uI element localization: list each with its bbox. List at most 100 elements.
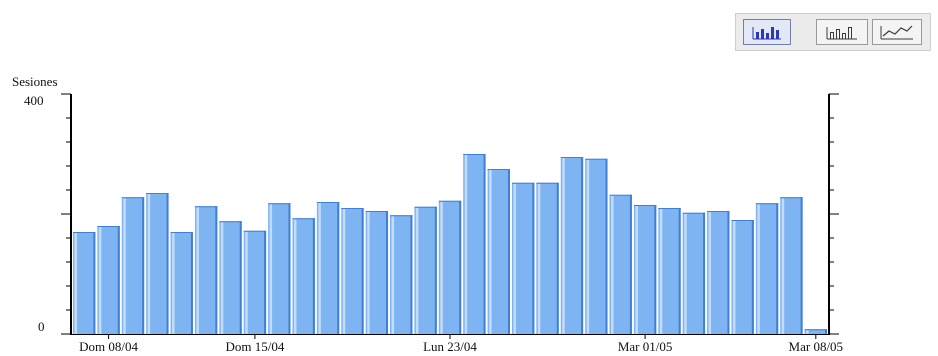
bar xyxy=(316,202,340,334)
bar-body xyxy=(487,169,510,334)
bar xyxy=(463,154,486,334)
bar-highlight xyxy=(806,330,809,334)
y-tick-label-min: 0 xyxy=(38,319,45,334)
bar-body xyxy=(755,203,779,334)
chart-axes xyxy=(61,93,839,335)
bar-edge xyxy=(727,211,730,334)
bar-series xyxy=(73,154,827,334)
bar xyxy=(365,211,389,334)
bar xyxy=(243,230,267,334)
bar-highlight xyxy=(489,170,492,334)
bar-highlight xyxy=(781,198,785,334)
bar-edge xyxy=(117,226,120,334)
bar-highlight xyxy=(196,207,199,334)
bar-highlight xyxy=(659,209,663,334)
bar-edge xyxy=(532,182,535,334)
bar-edge xyxy=(678,208,681,334)
bar-body xyxy=(316,202,340,334)
bar-body xyxy=(170,232,193,334)
bar xyxy=(438,200,462,334)
bar-chart-outline-button[interactable] xyxy=(816,19,868,45)
line-chart-button[interactable] xyxy=(872,19,922,45)
bar-highlight xyxy=(147,194,151,334)
bar-body xyxy=(146,193,169,334)
bar xyxy=(731,220,754,334)
bar-highlight xyxy=(611,195,614,334)
bar xyxy=(707,211,730,334)
bar-highlight xyxy=(74,233,77,334)
bar-edge xyxy=(776,203,779,334)
bar-body xyxy=(682,212,706,334)
bar-highlight xyxy=(635,206,638,334)
bar-edge xyxy=(312,218,315,334)
bar-body xyxy=(268,203,291,334)
bar-chart-outline-icon xyxy=(826,27,857,40)
bar-body xyxy=(292,218,315,334)
bar-edge xyxy=(337,202,340,334)
y-tick-label-max: 400 xyxy=(24,93,44,108)
bar xyxy=(170,232,193,334)
bar-edge xyxy=(654,205,657,334)
bar-highlight xyxy=(732,221,736,334)
bar xyxy=(268,203,291,334)
bar-body xyxy=(365,211,389,334)
bar-body xyxy=(658,208,681,334)
bar-body xyxy=(804,329,827,334)
bar-edge xyxy=(215,206,218,334)
bar-edge xyxy=(288,203,291,334)
bar xyxy=(341,208,364,334)
bar xyxy=(658,208,681,334)
bar-edge xyxy=(751,220,754,334)
bar-body xyxy=(219,221,242,334)
bar-highlight xyxy=(98,227,102,334)
bar xyxy=(633,205,657,334)
bar-highlight xyxy=(708,212,712,334)
bar-highlight xyxy=(537,183,541,334)
bar-body xyxy=(463,154,486,334)
bar-body xyxy=(633,205,657,334)
x-tick-label: Mar 08/05 xyxy=(789,339,844,354)
bar-edge xyxy=(800,197,803,334)
bar-chart-icon xyxy=(752,27,781,40)
line-chart-icon xyxy=(880,25,913,40)
bar xyxy=(804,329,827,334)
bar-edge xyxy=(190,232,193,334)
bar-highlight xyxy=(293,219,297,334)
bar-edge xyxy=(507,169,510,334)
bar-body xyxy=(511,182,535,334)
bar xyxy=(97,226,120,334)
bar-body xyxy=(780,197,803,334)
bar-highlight xyxy=(562,158,565,334)
x-axis-labels: Dom 08/04 Dom 15/04 Lun 23/04 Mar 01/05 Mar … xyxy=(79,334,843,354)
bar xyxy=(585,158,608,334)
bar-edge xyxy=(239,221,242,334)
bar-highlight xyxy=(757,204,760,334)
bar xyxy=(146,193,169,334)
bar xyxy=(682,212,706,334)
bar xyxy=(536,182,559,334)
bar xyxy=(560,157,584,334)
bar-chart-button[interactable] xyxy=(743,19,791,45)
bar xyxy=(511,182,535,334)
bar-edge xyxy=(703,212,706,334)
bar-body xyxy=(707,211,730,334)
bar-body xyxy=(609,194,632,334)
bar xyxy=(219,221,242,334)
bar xyxy=(755,203,779,334)
bar-body xyxy=(438,200,462,334)
bar-highlight xyxy=(245,231,248,334)
bar-highlight xyxy=(513,183,516,334)
bar-highlight xyxy=(318,203,321,334)
bar-edge xyxy=(142,197,145,334)
bar-highlight xyxy=(220,222,224,334)
bar-edge xyxy=(361,208,364,334)
bar-edge xyxy=(459,200,462,334)
bar-edge xyxy=(264,230,267,334)
bar-edge xyxy=(166,193,169,334)
bar-body xyxy=(341,208,364,334)
bar-highlight xyxy=(684,213,687,334)
bar-edge xyxy=(93,232,96,334)
bar-highlight xyxy=(464,155,468,334)
bar-body xyxy=(194,206,218,334)
